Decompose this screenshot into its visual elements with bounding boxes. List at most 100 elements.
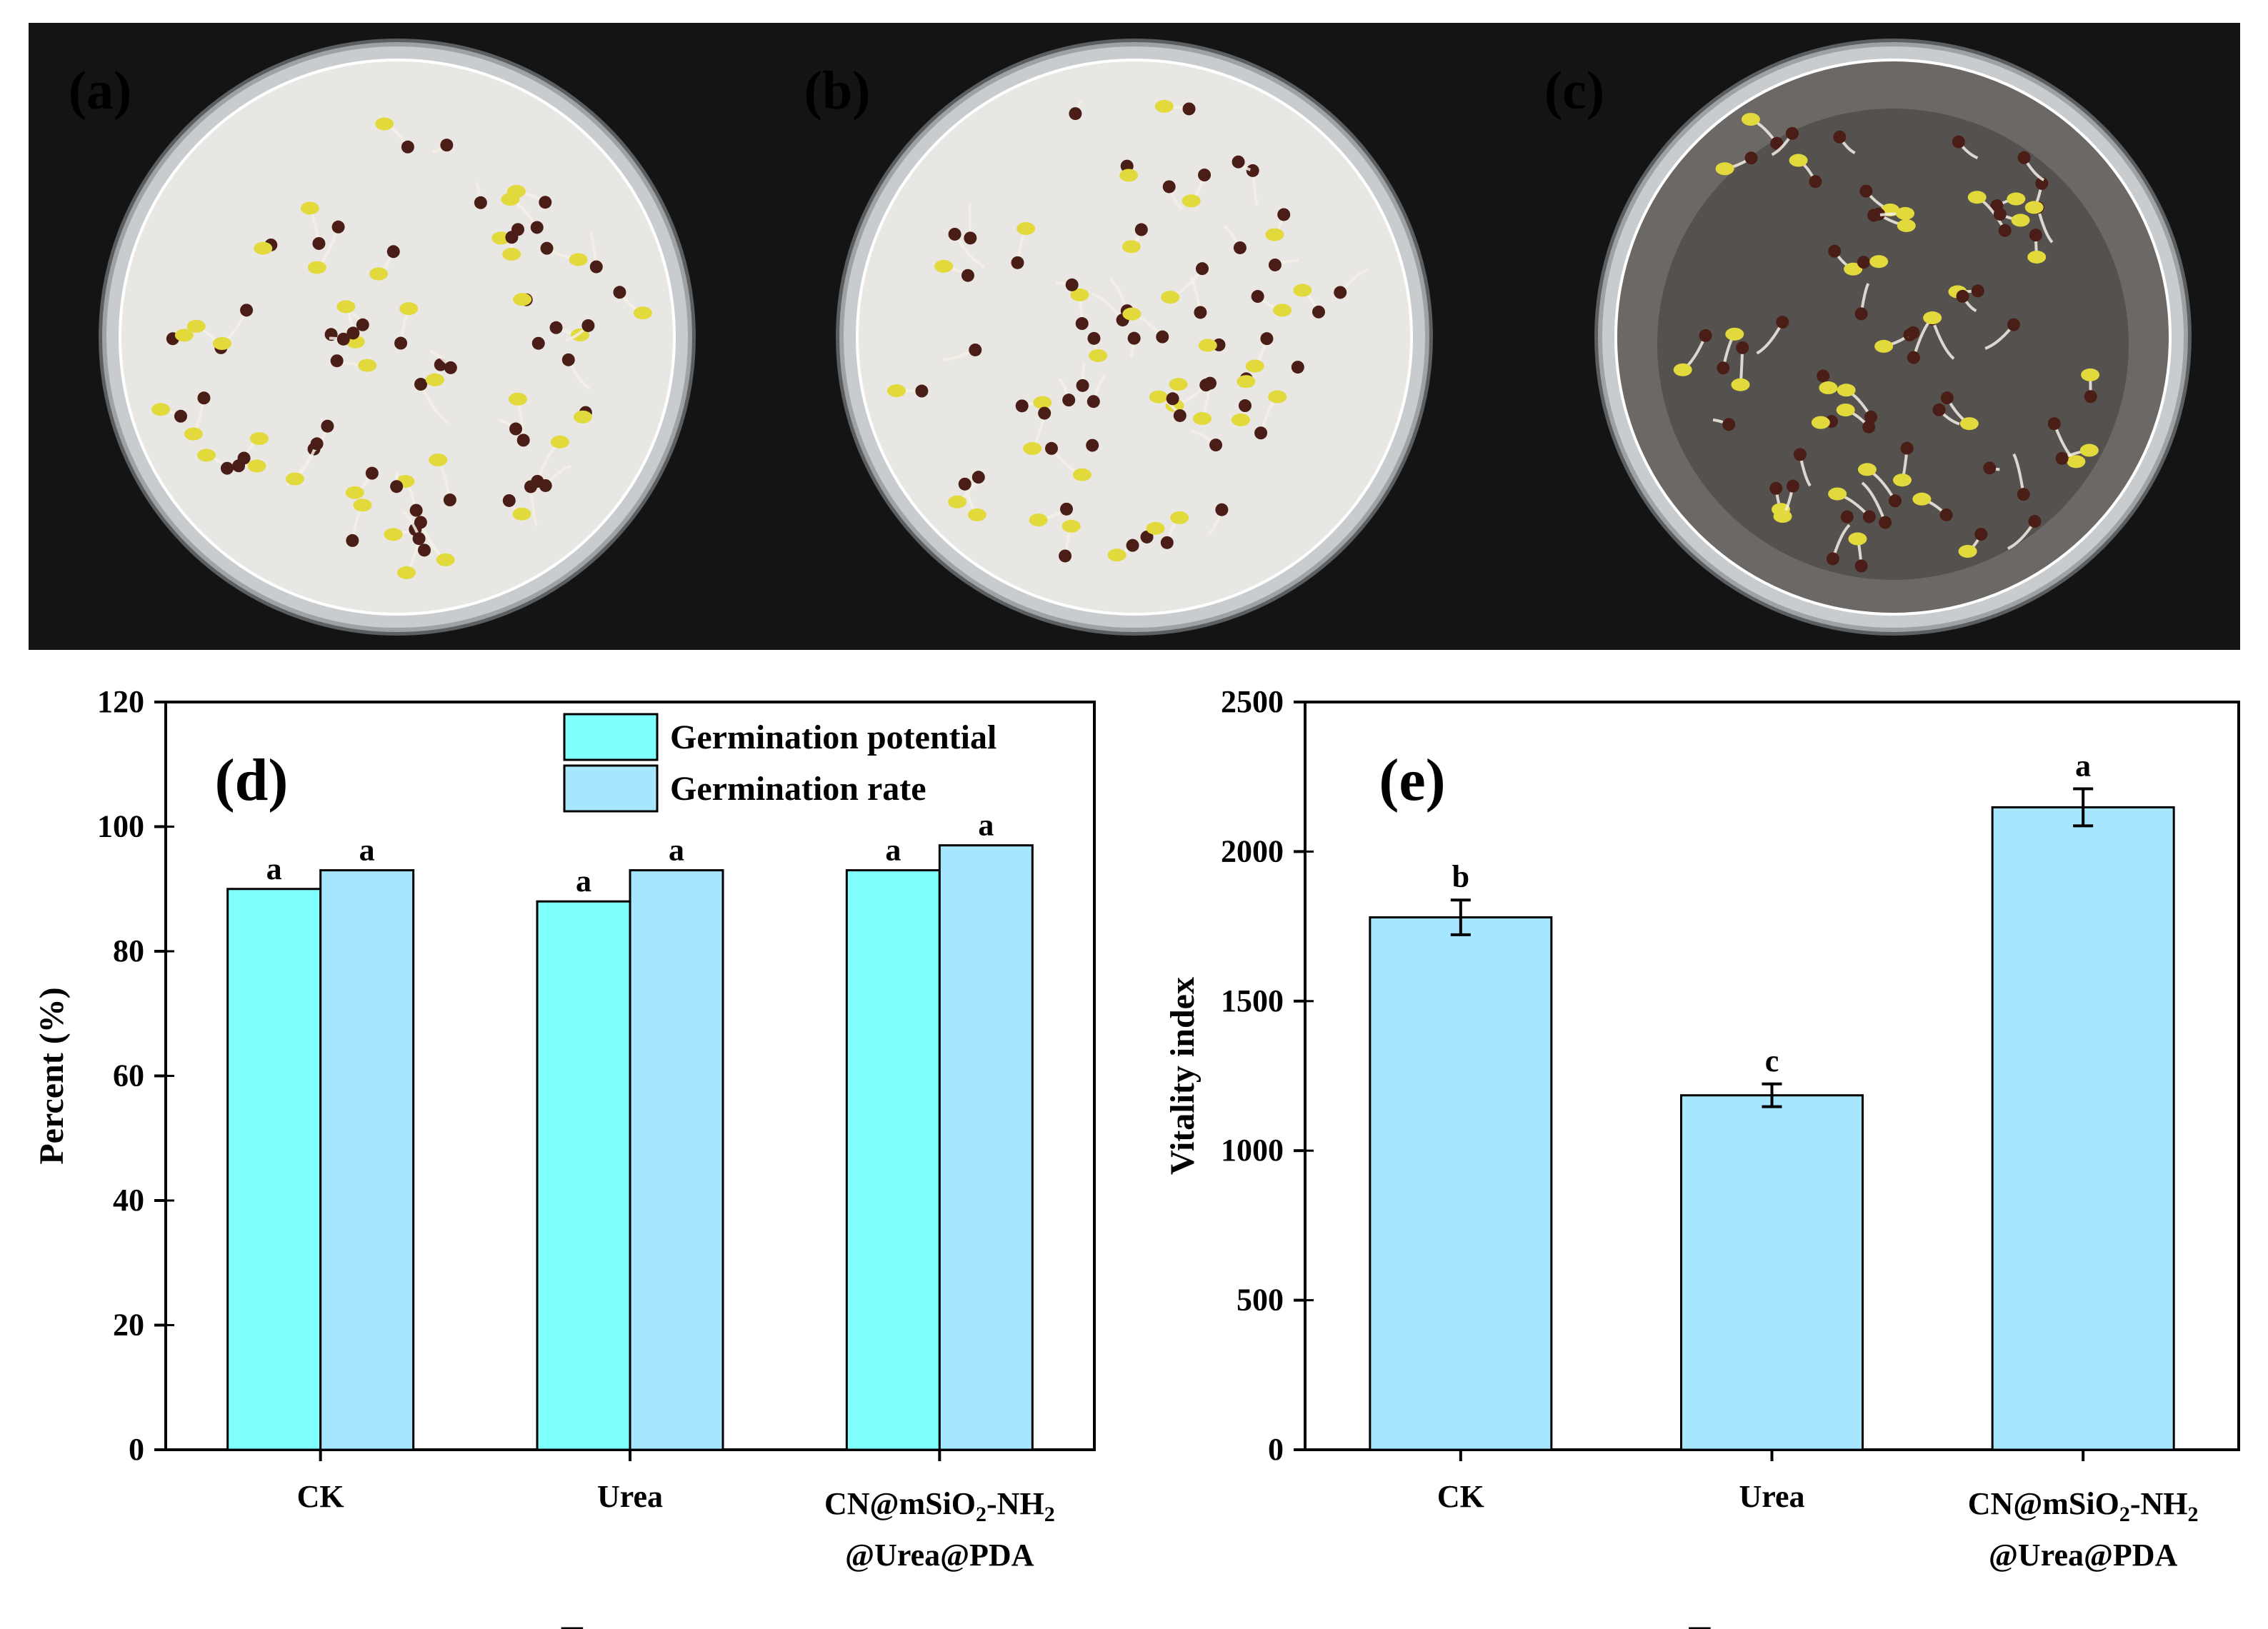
sprout-cotyledon <box>1023 442 1042 456</box>
seed <box>174 409 187 423</box>
seed <box>1044 441 1058 455</box>
seed <box>502 493 516 507</box>
sprout-cotyledon <box>1161 291 1180 304</box>
seed <box>1859 184 1873 198</box>
seed <box>1776 316 1789 329</box>
x-tick-label-part: -NH <box>2130 1486 2188 1521</box>
seed <box>2035 176 2049 190</box>
seed <box>412 532 426 546</box>
seed <box>1060 502 1074 516</box>
seed-germination-photos: (a) (b) (c) <box>29 23 2240 650</box>
sprout-cotyledon <box>1107 548 1126 562</box>
seedlings <box>151 117 652 579</box>
seed <box>414 378 428 391</box>
photo-label-b: (b) <box>804 61 871 121</box>
chart-e-vitality-index: 05001000150020002500CKbUreacCN@mSiO2-NH2… <box>1164 684 2240 1629</box>
seed <box>1127 331 1141 345</box>
sprout-cotyledon <box>1193 412 1212 426</box>
seed <box>2084 390 2097 404</box>
seed <box>589 260 603 274</box>
seed <box>540 241 554 255</box>
seed <box>1888 494 1902 508</box>
x-axis-title: Treatment <box>561 1620 714 1629</box>
sprout-cotyledon <box>1811 416 1830 429</box>
sprout-cotyledon <box>285 472 304 486</box>
sprout-cotyledon <box>1897 219 1916 232</box>
seed <box>509 422 523 436</box>
seed <box>312 236 326 250</box>
seed <box>1215 503 1229 516</box>
seed <box>474 196 487 209</box>
seed <box>1857 256 1870 269</box>
sprout-cotyledon <box>1958 545 1977 558</box>
seed <box>1195 262 1209 276</box>
sprout-cotyledon <box>573 410 592 423</box>
panel-label-e: (e) <box>1379 747 1445 813</box>
bar-vitality-index <box>1680 1094 1864 1451</box>
sprout-cotyledon <box>1819 381 1838 395</box>
seed <box>356 318 369 331</box>
sprout-cotyledon <box>369 267 389 281</box>
sprout-cotyledon <box>425 373 444 386</box>
sprout-cotyledon <box>1146 521 1165 535</box>
seed <box>1744 151 1758 165</box>
sprout-cotyledon <box>151 403 171 416</box>
seed <box>346 326 360 340</box>
sprout-cotyledon <box>2027 250 2047 264</box>
sprout-cotyledon <box>1673 363 1692 376</box>
seed <box>440 139 454 152</box>
sprout-cotyledon <box>1169 378 1188 391</box>
seed <box>1826 552 1839 566</box>
sprout-cotyledon <box>948 495 967 508</box>
y-tick-label: 20 <box>113 1308 144 1343</box>
seed <box>1736 341 1749 354</box>
sprout-cotyledon <box>1122 307 1142 321</box>
seed <box>232 459 246 473</box>
seed <box>2055 451 2069 465</box>
sprout-cotyledon <box>1089 349 1108 362</box>
sprout-cotyledon <box>550 435 569 448</box>
significance-letter: a <box>266 851 282 886</box>
seed <box>1312 305 1326 319</box>
sprout-cotyledon <box>1170 511 1189 524</box>
seed <box>1233 241 1247 254</box>
seed <box>2017 488 2030 501</box>
sprout-cotyledon <box>512 507 531 521</box>
sprout-cotyledon <box>513 293 532 306</box>
sprout-cotyledon <box>1741 113 1760 126</box>
seed <box>1786 479 1799 493</box>
sprout-cotyledon <box>1070 288 1089 301</box>
seed <box>561 353 575 366</box>
seed <box>1194 306 1207 319</box>
sprout-cotyledon <box>1072 468 1091 481</box>
seed <box>1268 258 1282 271</box>
bar-vitality-index <box>1991 806 2175 1451</box>
sprout-cotyledon <box>1857 463 1877 476</box>
significance-letter: a <box>885 833 901 868</box>
sprout-cotyledon <box>1237 375 1256 389</box>
seed <box>1166 392 1179 406</box>
sprout-cotyledon <box>887 384 906 398</box>
significance-letter: a <box>978 808 994 843</box>
sprout-cotyledon <box>1016 222 1036 236</box>
x-tick-label: Urea <box>597 1479 663 1514</box>
seed <box>964 231 977 245</box>
seed <box>530 221 544 234</box>
photo-label-a: (a) <box>69 61 132 121</box>
seed <box>1086 395 1100 408</box>
sprout-cotyledon <box>1896 206 1915 220</box>
seed <box>1156 330 1169 344</box>
x-tick-label-part: -NH <box>986 1486 1044 1521</box>
x-tick-label-line2: @Urea@PDA <box>1989 1538 2178 1573</box>
seedlings <box>887 99 1369 563</box>
seed <box>1160 536 1174 549</box>
photo-panel: (a) <box>69 39 696 636</box>
sprout-cotyledon <box>2079 443 2099 457</box>
seed <box>1076 379 1089 392</box>
photo-label-c: (c) <box>1544 61 1604 121</box>
seed <box>1717 361 1730 375</box>
seed <box>1277 208 1291 221</box>
x-tick-label: CK <box>297 1479 344 1514</box>
sprout-cotyledon <box>197 448 216 462</box>
seed <box>1198 169 1212 182</box>
